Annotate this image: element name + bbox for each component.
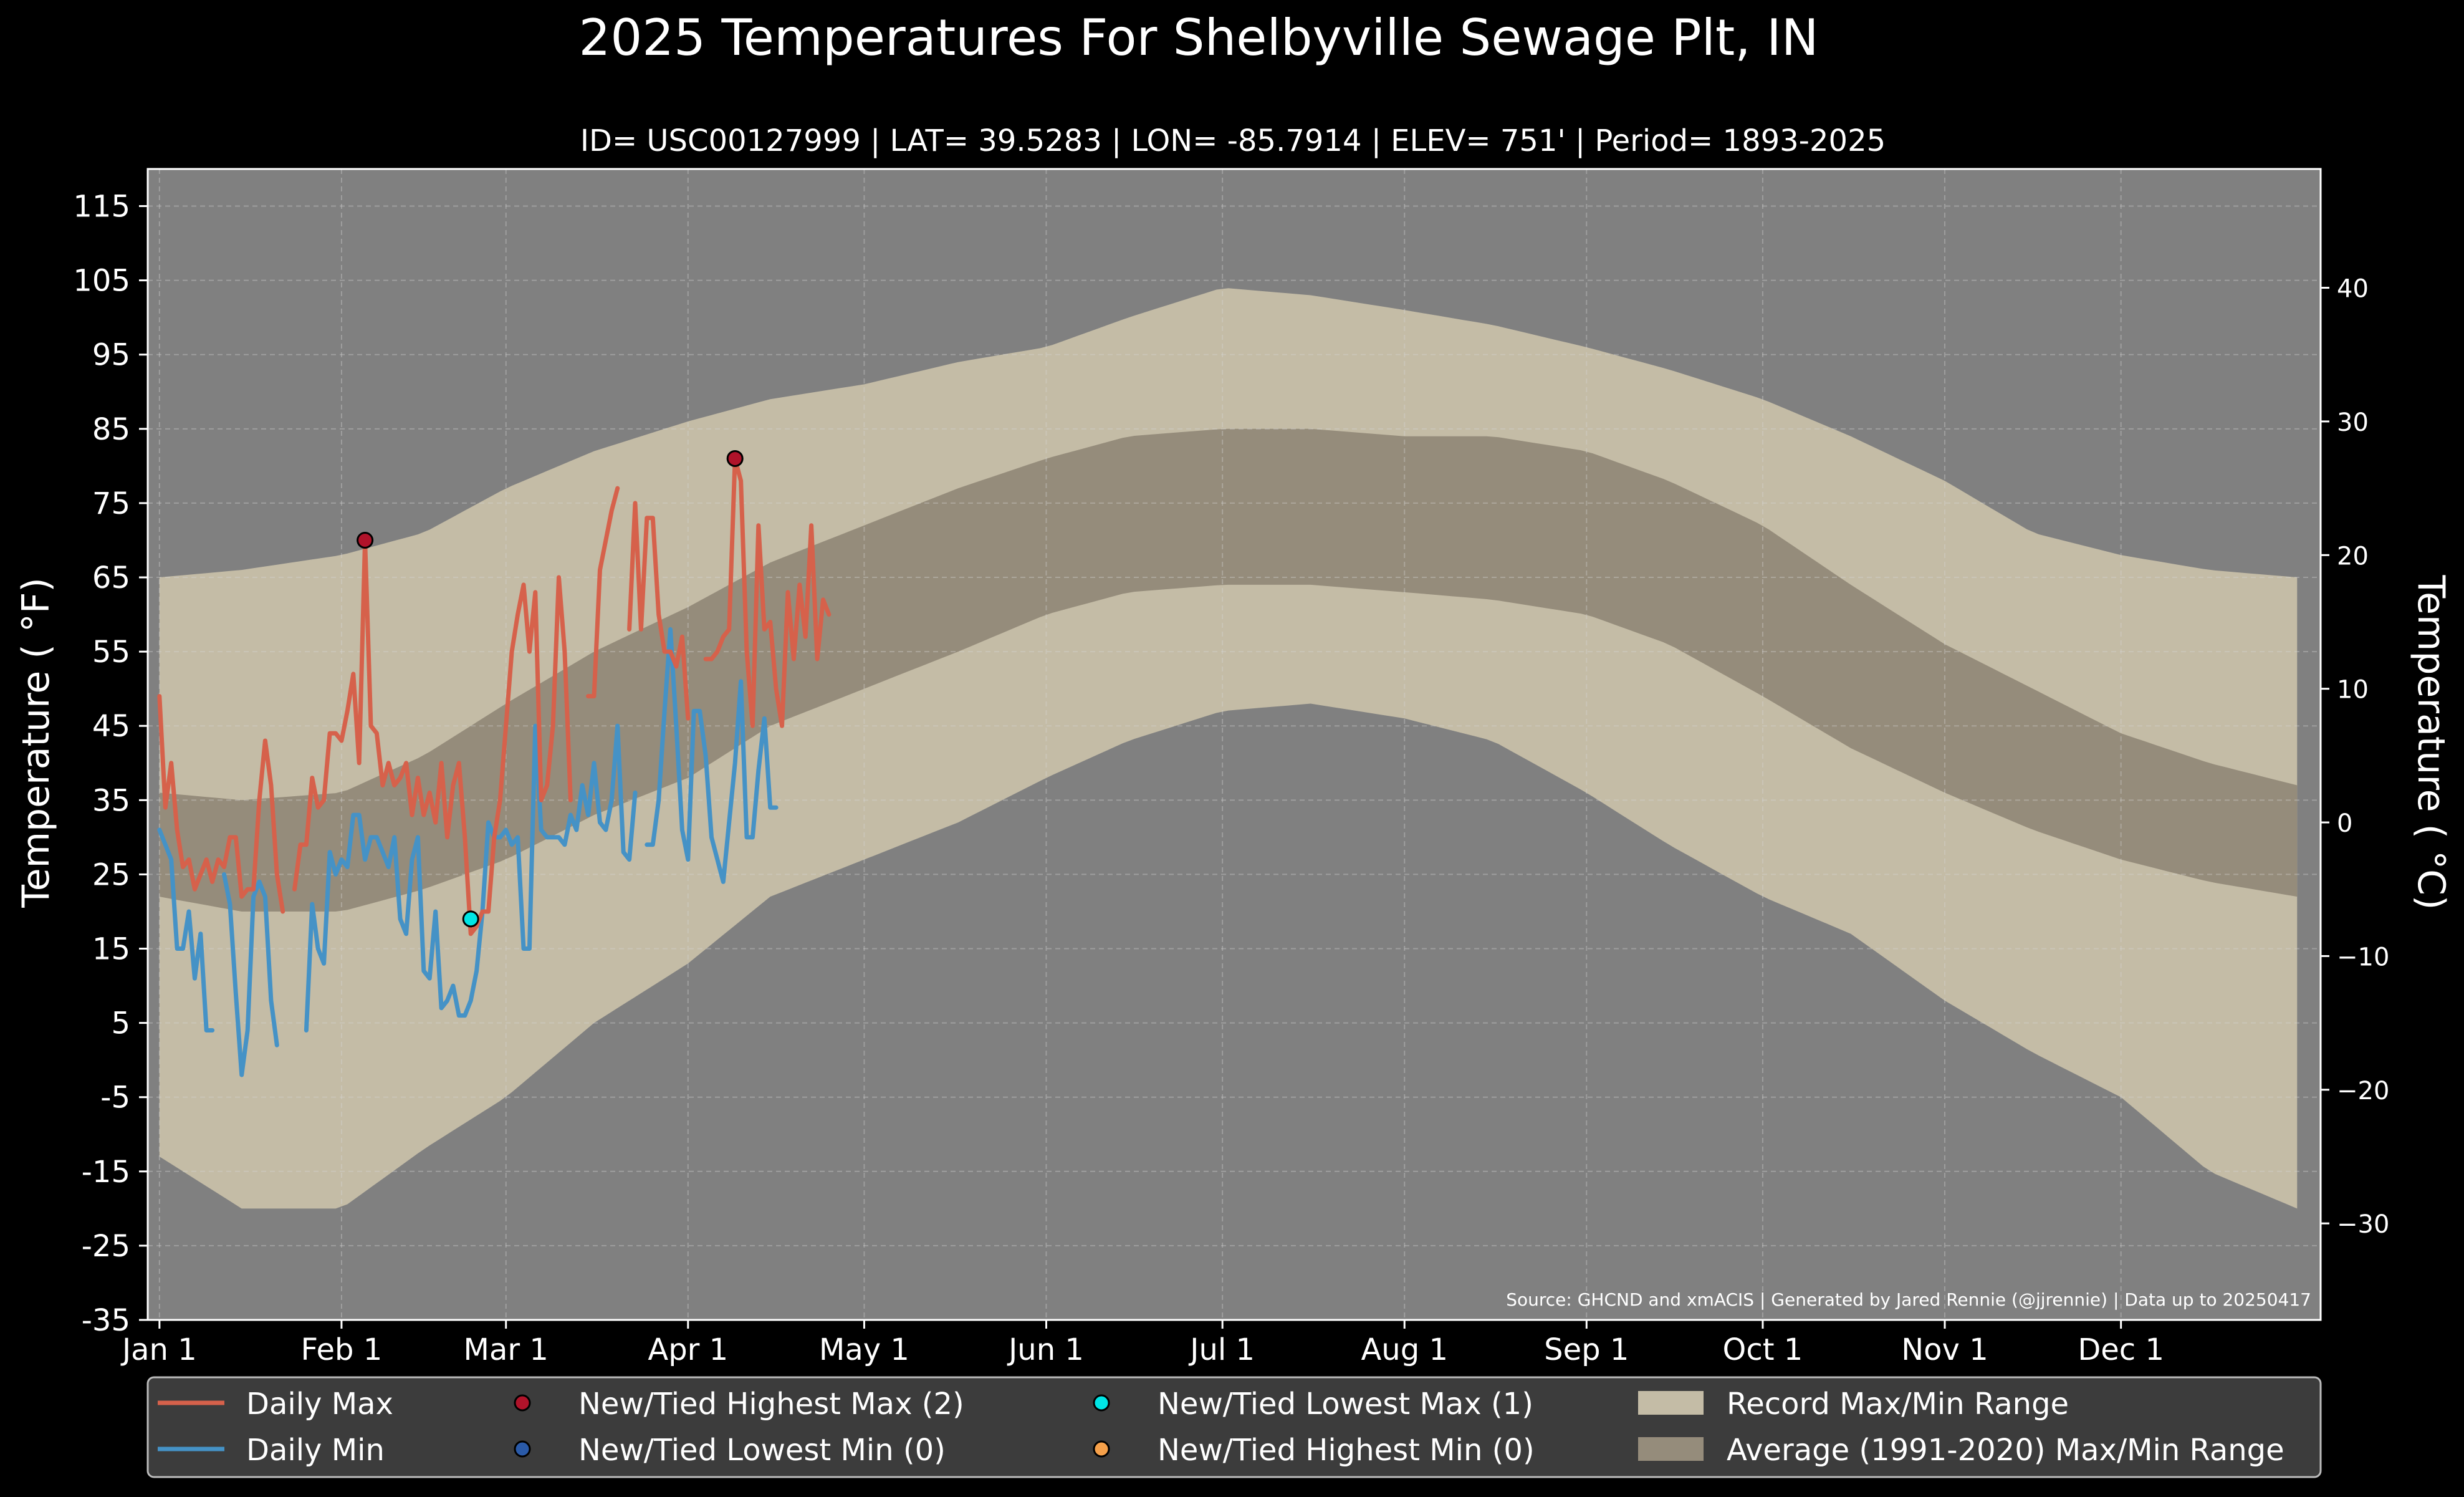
y-tick-label: -15 bbox=[82, 1155, 130, 1190]
legend-swatch-patch bbox=[1638, 1391, 1704, 1415]
legend-label: Average (1991-2020) Max/Min Range bbox=[1727, 1433, 2284, 1468]
normal-range-band bbox=[159, 428, 2298, 912]
plot-frame bbox=[146, 168, 2322, 1321]
source-note: Source: GHCND and xmACIS | Generated by … bbox=[1506, 1289, 2311, 1310]
daily-max-line-segment bbox=[292, 538, 573, 936]
x-tick-label: Dec 1 bbox=[2078, 1332, 2164, 1367]
x-tick-label: Mar 1 bbox=[464, 1332, 549, 1367]
legend-label: New/Tied Lowest Min (0) bbox=[578, 1433, 946, 1468]
y-tick-label: 115 bbox=[73, 190, 130, 224]
y-right-tick-label: 30 bbox=[2337, 408, 2369, 437]
y-tick-label: -25 bbox=[82, 1229, 130, 1264]
y-tick-label: -5 bbox=[100, 1081, 130, 1115]
legend-label: Daily Max bbox=[246, 1387, 393, 1422]
x-tick-label: Sep 1 bbox=[1544, 1332, 1629, 1367]
legend-label: New/Tied Highest Max (2) bbox=[578, 1387, 964, 1422]
plot-area: Source: GHCND and xmACIS | Generated by … bbox=[146, 168, 2322, 1321]
legend-swatch-patch bbox=[1638, 1437, 1704, 1461]
daily-max-line-segment bbox=[703, 456, 832, 728]
daily-max-line-segment bbox=[157, 694, 285, 914]
legend: Daily Max Daily Min New/Tied Highest Max (… bbox=[146, 1376, 2322, 1478]
legend-box bbox=[146, 1376, 2322, 1478]
record-point bbox=[357, 531, 374, 549]
y-tick-label: 75 bbox=[92, 486, 130, 521]
x-tick-label: Jan 1 bbox=[120, 1332, 197, 1367]
y-tick-label: 25 bbox=[92, 857, 130, 892]
y-tick-label: 105 bbox=[73, 264, 130, 299]
legend-swatch-dot bbox=[514, 1440, 531, 1458]
y-tick-label: 65 bbox=[92, 561, 130, 595]
legend-label: Daily Min bbox=[246, 1433, 385, 1468]
legend-swatch-dot bbox=[514, 1394, 531, 1412]
x-tick-label: Apr 1 bbox=[648, 1332, 728, 1367]
chart-title: 2025 Temperatures For Shelbyville Sewage… bbox=[578, 9, 1818, 67]
legend-swatch-dot bbox=[1093, 1440, 1110, 1458]
x-tick-label: Aug 1 bbox=[1361, 1332, 1448, 1367]
daily-min-line-segment bbox=[304, 723, 638, 1032]
y-tick-label: 35 bbox=[92, 783, 130, 818]
y-tick-label: 45 bbox=[92, 709, 130, 744]
daily-max-line bbox=[157, 456, 832, 936]
daily-min-line-segment bbox=[222, 872, 279, 1077]
daily-min-line bbox=[157, 627, 779, 1077]
y-right-tick-label: −10 bbox=[2337, 943, 2389, 971]
x-tick-label: Jul 1 bbox=[1188, 1332, 1255, 1367]
y-tick-label: 5 bbox=[111, 1006, 130, 1041]
grid bbox=[148, 169, 2321, 1321]
y-right-tick-label: 20 bbox=[2337, 542, 2369, 570]
daily-min-line-segment bbox=[645, 627, 779, 884]
y-tick-label: 85 bbox=[92, 412, 130, 447]
daily-min-line-segment bbox=[157, 827, 215, 1032]
y-tick-label: 55 bbox=[92, 635, 130, 670]
y-tick-label: 15 bbox=[92, 932, 130, 967]
legend-label: Record Max/Min Range bbox=[1727, 1387, 2069, 1422]
x-tick-label: Feb 1 bbox=[301, 1332, 383, 1367]
daily-max-line-segment bbox=[586, 486, 620, 699]
chart-subtitle: ID= USC00127999 | LAT= 39.5283 | LON= -8… bbox=[580, 123, 1886, 158]
record-point bbox=[462, 910, 479, 928]
x-tick-label: Oct 1 bbox=[1723, 1332, 1803, 1367]
y-right-tick-label: 40 bbox=[2337, 275, 2369, 304]
record-point bbox=[726, 450, 744, 467]
y-tick-label: -35 bbox=[82, 1303, 130, 1338]
x-tick-label: Nov 1 bbox=[1901, 1332, 1988, 1367]
y-right-tick-label: −30 bbox=[2337, 1210, 2389, 1239]
y-right-tick-label: 0 bbox=[2337, 809, 2352, 838]
x-tick-label: Jun 1 bbox=[1007, 1332, 1084, 1367]
y-right-tick-label: 10 bbox=[2337, 676, 2369, 705]
record-range-band bbox=[159, 288, 2298, 1209]
legend-swatch-dot bbox=[1093, 1394, 1110, 1412]
x-tick-label: May 1 bbox=[819, 1332, 909, 1367]
y-right-tick-label: −20 bbox=[2337, 1077, 2389, 1105]
legend-label: New/Tied Lowest Max (1) bbox=[1158, 1387, 1533, 1422]
y-tick-label: 95 bbox=[92, 338, 130, 373]
y-axis-label: Temperature ( °F) bbox=[14, 577, 58, 908]
legend-label: New/Tied Highest Min (0) bbox=[1158, 1433, 1535, 1468]
axes: 115 105 95 85 75 65 55 45 35 25 15 5 -5 -15 -25 -35 40 30… bbox=[73, 190, 2389, 1367]
y-axis-label-right: Temperature ( °C) bbox=[2409, 575, 2453, 910]
daily-max-line-segment bbox=[627, 501, 691, 721]
